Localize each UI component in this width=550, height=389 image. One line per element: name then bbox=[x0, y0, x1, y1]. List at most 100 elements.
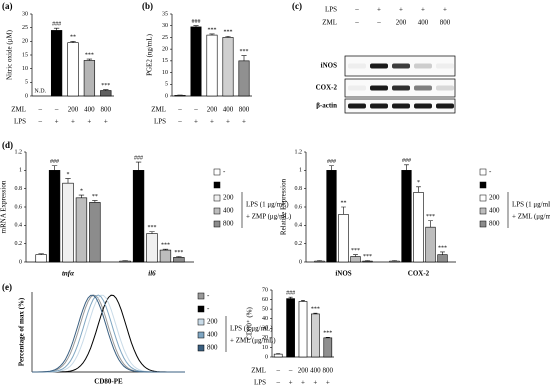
row-label: + bbox=[71, 118, 75, 126]
y-axis-label: Relative Expression bbox=[280, 178, 288, 235]
row-name: LPS bbox=[154, 118, 166, 126]
legend-swatch bbox=[479, 181, 487, 189]
row-label: + bbox=[301, 379, 305, 387]
blot-band bbox=[370, 85, 388, 91]
bar bbox=[190, 26, 202, 97]
bar bbox=[326, 170, 337, 263]
row-label: – bbox=[275, 379, 280, 387]
row-label: + bbox=[289, 379, 293, 387]
error-bar bbox=[86, 58, 93, 61]
row-label: 400 bbox=[310, 367, 321, 375]
legend-label: 400 bbox=[223, 207, 234, 215]
legend-label: - bbox=[489, 168, 492, 176]
y-tick-label: 40 bbox=[262, 316, 268, 322]
significance-label: *** bbox=[161, 243, 170, 249]
bar bbox=[338, 214, 349, 263]
y-axis-label: CD80⁺ (%) bbox=[246, 307, 254, 340]
y-axis-label: mRNA Expression bbox=[0, 180, 8, 233]
error-bar bbox=[65, 178, 71, 184]
error-bar bbox=[92, 200, 98, 203]
bar bbox=[311, 313, 320, 358]
bar bbox=[425, 226, 436, 263]
bar bbox=[62, 182, 74, 263]
row-label: 200 bbox=[396, 19, 407, 27]
bar bbox=[314, 260, 325, 263]
row-name: ZML bbox=[151, 106, 166, 114]
legend-swatch bbox=[479, 207, 487, 215]
legend-swatch bbox=[479, 168, 487, 176]
bar bbox=[50, 30, 63, 97]
blot-band bbox=[348, 63, 366, 69]
significance-label: ### bbox=[192, 19, 201, 25]
row-name: LPS bbox=[14, 118, 26, 126]
row-label: – bbox=[193, 106, 198, 114]
row-label: + bbox=[55, 118, 59, 126]
y-tick-label: 30 bbox=[162, 23, 168, 29]
x-axis-label: CD80-PE bbox=[94, 378, 123, 386]
legend-label: 200 bbox=[207, 318, 218, 326]
x-tick-label: il6 bbox=[148, 270, 156, 278]
bar bbox=[273, 353, 283, 358]
x-tick-label: tnfα bbox=[62, 270, 74, 278]
bar bbox=[298, 301, 308, 358]
y-tick-label: 5 bbox=[165, 82, 168, 88]
blot-band bbox=[414, 85, 432, 91]
y-tick-label: 0.6 bbox=[15, 204, 23, 210]
significance-label: ** bbox=[92, 194, 98, 200]
bar bbox=[174, 94, 186, 97]
y-tick-label: 1 bbox=[19, 168, 22, 174]
legend-swatch bbox=[213, 207, 221, 215]
row-label: – bbox=[54, 106, 59, 114]
y-tick-label: 1.2 bbox=[295, 149, 303, 155]
legend-swatch bbox=[197, 331, 205, 339]
row-label: + bbox=[399, 6, 403, 14]
row-label: 800 bbox=[239, 106, 250, 114]
blot-band bbox=[392, 103, 410, 109]
significance-label: ### bbox=[50, 159, 59, 165]
y-tick-label: 50 bbox=[262, 307, 268, 313]
panel-label: (a) bbox=[2, 1, 13, 11]
y-tick-label: 0 bbox=[299, 259, 302, 265]
significance-label: ** bbox=[341, 200, 347, 206]
row-label: – bbox=[376, 19, 381, 27]
error-bar bbox=[416, 186, 421, 193]
bar bbox=[119, 260, 131, 263]
error-bar bbox=[329, 165, 334, 171]
significance-label: *** bbox=[426, 214, 435, 220]
row-label: + bbox=[194, 118, 198, 126]
x-tick-label: COX-2 bbox=[408, 270, 430, 278]
significance-label: *** bbox=[240, 49, 249, 55]
row-label: 400 bbox=[418, 19, 429, 27]
error-bar bbox=[288, 296, 293, 299]
significance-label: *** bbox=[174, 250, 183, 256]
row-label: – bbox=[288, 367, 293, 375]
legend-label: 800 bbox=[207, 344, 218, 352]
error-bar bbox=[225, 35, 231, 38]
row-name: LPS bbox=[254, 379, 266, 387]
y-tick-label: 1.2 bbox=[15, 149, 23, 155]
y-tick-label: 30 bbox=[22, 11, 28, 17]
y-tick-label: 60 bbox=[262, 297, 268, 303]
error-bar bbox=[404, 164, 409, 171]
y-tick-label: 0.6 bbox=[295, 204, 303, 210]
y-tick-label: 25 bbox=[22, 25, 28, 31]
legend-label: - bbox=[207, 292, 210, 300]
error-bar bbox=[353, 254, 358, 257]
legend-note: LPS (1 μg/mL) bbox=[230, 325, 273, 333]
row-label: – bbox=[37, 118, 42, 126]
legend-note: LPS (1 μg/mL) bbox=[512, 201, 550, 209]
bar bbox=[437, 254, 448, 263]
row-label: – bbox=[354, 19, 359, 27]
error-bar bbox=[313, 312, 318, 314]
row-label: + bbox=[313, 379, 317, 387]
y-tick-label: 20 bbox=[162, 47, 168, 53]
bar bbox=[206, 34, 218, 97]
legend-note: + ZMP (μg/mL) bbox=[246, 213, 292, 221]
error-bar bbox=[135, 161, 142, 171]
legend-swatch bbox=[197, 305, 205, 313]
bar bbox=[413, 192, 424, 263]
significance-label: * bbox=[417, 180, 420, 186]
row-label: + bbox=[226, 118, 230, 126]
legend-swatch bbox=[197, 292, 205, 300]
y-tick-label: 0.4 bbox=[15, 223, 23, 229]
